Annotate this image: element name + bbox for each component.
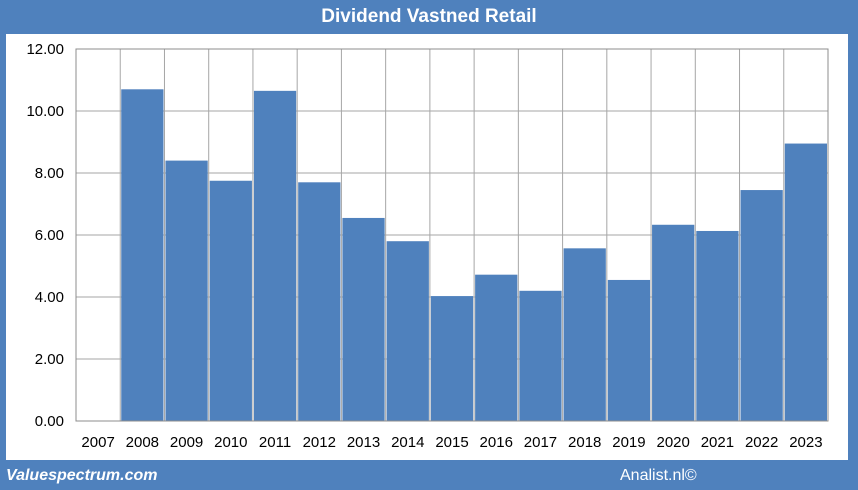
- bar-2017: [519, 290, 562, 421]
- bar-2019: [607, 279, 651, 421]
- x-tick-label: 2011: [259, 434, 291, 451]
- x-tick-label: 2013: [347, 434, 380, 451]
- bar-2016: [475, 274, 518, 421]
- bar-2013: [342, 217, 385, 421]
- bar-2011: [253, 90, 297, 421]
- source-right-label: Analist.nl©: [620, 467, 697, 484]
- bar-2020: [652, 224, 695, 421]
- bar-2022: [740, 190, 783, 421]
- bar-2014: [386, 241, 429, 421]
- x-tick-label: 2023: [789, 434, 822, 451]
- y-tick-label: 6.00: [35, 227, 64, 244]
- y-tick-label: 0.00: [35, 413, 64, 430]
- chart-title: Dividend Vastned Retail: [321, 6, 537, 27]
- x-tick-label: 2012: [303, 434, 336, 451]
- bar-2015: [430, 296, 474, 421]
- x-tick-label: 2022: [745, 434, 778, 451]
- bar-2010: [209, 180, 252, 421]
- x-tick-label: 2021: [701, 434, 734, 451]
- y-tick-label: 4.00: [35, 289, 64, 306]
- y-tick-label: 8.00: [35, 165, 64, 182]
- x-tick-label: 2016: [480, 434, 513, 451]
- bar-2018: [563, 248, 606, 421]
- y-tick-label: 2.00: [35, 351, 64, 368]
- plot-border: [75, 48, 829, 422]
- y-tick-label: 10.00: [26, 103, 64, 120]
- x-tick-label: 2014: [391, 434, 424, 451]
- x-tick-label: 2020: [656, 434, 689, 451]
- bar-2021: [696, 230, 739, 421]
- x-tick-label: 2008: [126, 434, 159, 451]
- x-tick-label: 2007: [81, 434, 114, 451]
- source-left-label: Valuespectrum.com: [6, 467, 158, 484]
- bar-2023: [784, 143, 827, 422]
- x-tick-label: 2017: [524, 434, 557, 451]
- bar-2012: [298, 182, 341, 421]
- y-tick-label: 12.00: [26, 41, 64, 58]
- x-tick-label: 2010: [214, 434, 247, 451]
- x-tick-label: 2009: [170, 434, 203, 451]
- x-tick-label: 2018: [568, 434, 601, 451]
- x-tick-label: 2019: [612, 434, 645, 451]
- bar-2008: [121, 89, 164, 422]
- bar-2009: [165, 160, 208, 421]
- x-tick-label: 2015: [435, 434, 468, 451]
